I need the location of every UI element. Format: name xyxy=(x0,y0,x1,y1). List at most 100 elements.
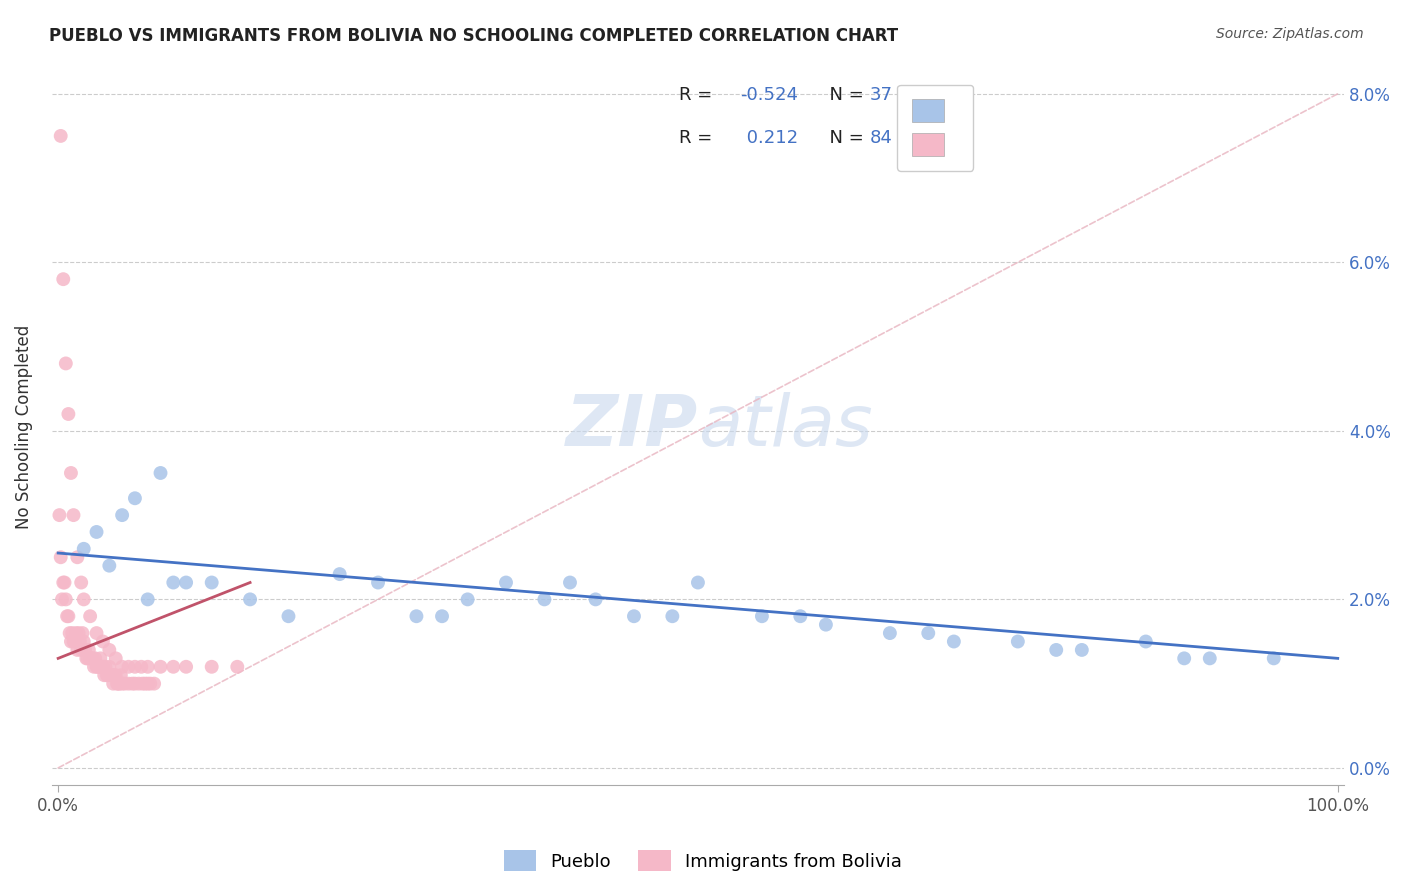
Point xyxy=(89,651,111,665)
Point xyxy=(90,660,112,674)
Point xyxy=(114,676,136,690)
Point xyxy=(174,575,197,590)
Point xyxy=(62,508,84,522)
Point xyxy=(76,651,98,665)
Point xyxy=(72,626,94,640)
Legend: Pueblo, Immigrants from Bolivia: Pueblo, Immigrants from Bolivia xyxy=(496,843,910,879)
Point xyxy=(59,466,82,480)
Point xyxy=(917,626,939,640)
Point xyxy=(56,609,79,624)
Point xyxy=(124,491,146,506)
Point xyxy=(58,407,80,421)
Point xyxy=(1007,634,1029,648)
Text: Source: ZipAtlas.com: Source: ZipAtlas.com xyxy=(1216,27,1364,41)
Point xyxy=(98,643,121,657)
Point xyxy=(174,660,197,674)
Point xyxy=(101,676,124,690)
Point xyxy=(623,609,645,624)
Point xyxy=(139,676,162,690)
Point xyxy=(59,626,82,640)
Point xyxy=(108,676,131,690)
Point xyxy=(55,356,77,370)
Text: R =: R = xyxy=(679,129,717,147)
Point xyxy=(121,676,143,690)
Point xyxy=(162,660,184,674)
Point xyxy=(103,668,125,682)
Point xyxy=(70,643,93,657)
Point xyxy=(63,634,86,648)
Point xyxy=(201,575,224,590)
Text: 37: 37 xyxy=(870,87,893,104)
Point xyxy=(329,567,352,582)
Point xyxy=(814,617,837,632)
Point xyxy=(73,634,96,648)
Point xyxy=(100,668,122,682)
Point xyxy=(124,676,146,690)
Point xyxy=(585,592,607,607)
Point xyxy=(128,676,150,690)
Point xyxy=(457,592,479,607)
Point xyxy=(131,660,153,674)
Point xyxy=(80,651,103,665)
Point xyxy=(66,550,89,565)
Point xyxy=(105,676,128,690)
Point xyxy=(94,660,117,674)
Point xyxy=(79,651,101,665)
Point xyxy=(405,609,427,624)
Text: 0.212: 0.212 xyxy=(741,129,797,147)
Point xyxy=(131,676,153,690)
Point xyxy=(104,668,127,682)
Point xyxy=(117,660,139,674)
Point xyxy=(136,676,159,690)
Point xyxy=(87,660,110,674)
Point xyxy=(162,575,184,590)
Point xyxy=(70,575,93,590)
Point xyxy=(149,660,172,674)
Point xyxy=(1070,643,1092,657)
Point xyxy=(558,575,581,590)
Point xyxy=(117,676,139,690)
Point xyxy=(1173,651,1195,665)
Point xyxy=(77,643,100,657)
Point xyxy=(1135,634,1157,648)
Point xyxy=(367,575,389,590)
Point xyxy=(136,592,159,607)
Point xyxy=(1045,643,1067,657)
Point xyxy=(73,541,96,556)
Point xyxy=(86,626,108,640)
Point xyxy=(239,592,262,607)
Point xyxy=(277,609,299,624)
Point xyxy=(49,128,72,143)
Point xyxy=(60,626,83,640)
Point xyxy=(87,660,110,674)
Point xyxy=(79,609,101,624)
Text: N =: N = xyxy=(818,129,870,147)
Point xyxy=(97,668,120,682)
Point xyxy=(53,575,76,590)
Point xyxy=(110,668,132,682)
Point xyxy=(91,660,114,674)
Point xyxy=(75,651,97,665)
Point xyxy=(495,575,517,590)
Point xyxy=(751,609,773,624)
Point xyxy=(661,609,683,624)
Point xyxy=(48,508,70,522)
Point xyxy=(201,660,224,674)
Point xyxy=(111,676,134,690)
Point xyxy=(879,626,901,640)
Text: R =: R = xyxy=(679,87,717,104)
Point xyxy=(91,634,114,648)
Point xyxy=(111,660,134,674)
Point xyxy=(136,660,159,674)
Point xyxy=(1198,651,1220,665)
Point xyxy=(1263,651,1285,665)
Point xyxy=(67,626,90,640)
Point xyxy=(98,558,121,573)
Point xyxy=(51,592,73,607)
Point xyxy=(52,575,75,590)
Text: N =: N = xyxy=(818,87,870,104)
Point xyxy=(789,609,811,624)
Point xyxy=(98,660,121,674)
Text: ZIP: ZIP xyxy=(565,392,697,461)
Point xyxy=(49,550,72,565)
